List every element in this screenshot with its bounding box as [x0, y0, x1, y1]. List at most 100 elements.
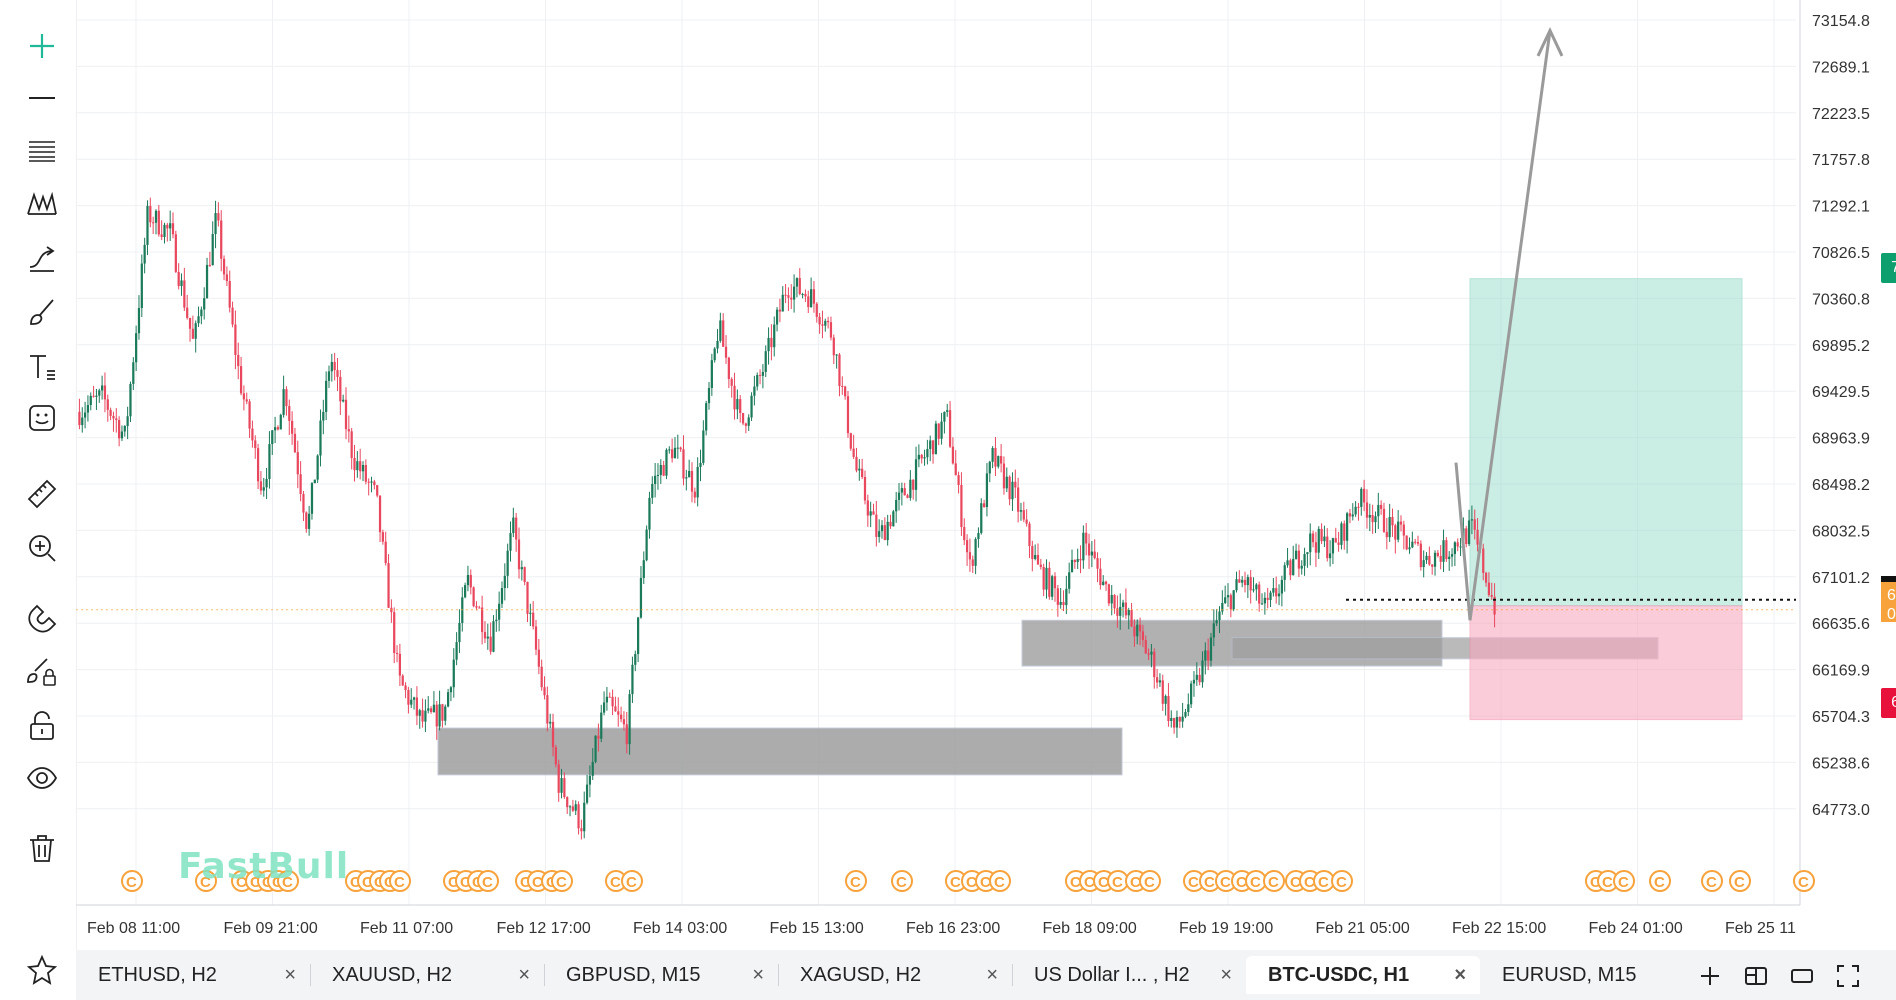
candle-body: [560, 778, 563, 793]
candle-body: [571, 806, 574, 811]
tab-close-button[interactable]: ×: [752, 964, 764, 986]
candle-body: [1184, 711, 1187, 717]
emoji-icon: [29, 405, 55, 431]
candle-body: [254, 440, 257, 449]
candle-body: [339, 376, 342, 402]
fib-tool[interactable]: [18, 128, 66, 172]
candle-body: [1433, 552, 1437, 567]
magnet-tool[interactable]: [18, 596, 66, 640]
candle-body: [730, 379, 733, 386]
candle-body: [591, 761, 594, 776]
candle-body: [237, 354, 240, 367]
tab-close-button[interactable]: ×: [284, 964, 296, 986]
candle-body: [1431, 564, 1434, 567]
text-tool[interactable]: [18, 344, 66, 388]
candle-body: [1110, 594, 1113, 604]
candle-body: [688, 470, 691, 478]
event-marker-glyph: C: [994, 874, 1005, 891]
event-marker-glyph: C: [1798, 874, 1809, 891]
candle-body: [86, 405, 90, 413]
candle-body: [1090, 551, 1093, 556]
candle-body: [1167, 696, 1170, 721]
candle-body: [727, 357, 730, 380]
candle-body: [914, 459, 918, 490]
candle-body: [483, 632, 487, 639]
time-axis-label: Feb 18 09:00: [1043, 920, 1137, 937]
candle-body: [937, 423, 940, 439]
lock-drawing-tool[interactable]: [18, 650, 66, 694]
candle-body: [174, 234, 177, 272]
candle-body: [1351, 514, 1354, 517]
tab-close-button[interactable]: ×: [986, 964, 998, 986]
time-axis-label: Feb 15 13:00: [770, 920, 864, 937]
candle-body: [815, 303, 818, 317]
event-marker-glyph: C: [1706, 874, 1717, 891]
zoom-tool[interactable]: [18, 526, 66, 570]
pattern-tool[interactable]: [18, 182, 66, 226]
candle-body: [387, 563, 390, 608]
window-button[interactable]: [1786, 960, 1818, 992]
tab-xauusd-h2[interactable]: XAUUSD, H2 ×: [310, 956, 544, 994]
candle-body: [1190, 683, 1193, 705]
candle-body: [1121, 602, 1125, 607]
candle-body: [846, 396, 850, 434]
event-marker: [477, 870, 499, 892]
visibility-tool[interactable]: [18, 756, 66, 800]
tab-ethusd-h2[interactable]: ETHUSD, H2 ×: [76, 956, 310, 994]
candle-body: [276, 427, 280, 430]
tab-btc-usdc-h1[interactable]: BTC-USDC, H1 ×: [1246, 956, 1480, 994]
tab-gbpusd-m15[interactable]: GBPUSD, M15 ×: [544, 956, 778, 994]
candle-body: [1465, 528, 1468, 545]
tab-close-button[interactable]: ×: [518, 964, 530, 986]
tab-eurusd-m15[interactable]: EURUSD, M15: [1480, 956, 1680, 994]
candle-body: [1326, 536, 1329, 559]
candle-body: [614, 706, 617, 712]
candle-body: [381, 532, 384, 542]
favorites-button[interactable]: [18, 948, 66, 992]
candle-body: [1348, 513, 1352, 517]
candle-body: [537, 649, 540, 667]
tab-close-button[interactable]: ×: [1454, 964, 1466, 986]
eye-icon: [26, 767, 58, 789]
price-axis-label: 71292.1: [1812, 199, 1870, 216]
price-chart[interactable]: 73154.8 72689.1 72223.5 71757.8 71292.1 70826…: [76, 0, 1896, 940]
candle-body: [466, 574, 470, 586]
tab-close-button[interactable]: ×: [1220, 964, 1232, 986]
trend-line-tool[interactable]: [18, 76, 66, 120]
candle-body: [239, 366, 243, 394]
time-axis-label: Feb 12 17:00: [497, 920, 591, 937]
candle-body: [583, 802, 586, 832]
ruler-tool[interactable]: [18, 472, 66, 516]
candle-body: [1144, 640, 1147, 654]
star-icon: [26, 954, 58, 985]
candle-body: [356, 461, 359, 471]
tab-xagusd-h2[interactable]: XAGUSD, H2 ×: [778, 956, 1012, 994]
event-marker: [891, 870, 913, 892]
brush-tool[interactable]: [18, 290, 66, 334]
delete-tool[interactable]: [18, 826, 66, 870]
candle-body: [1391, 517, 1394, 526]
candle-body: [1039, 564, 1042, 567]
candle-body: [1215, 620, 1218, 624]
crosshair-tool[interactable]: [18, 24, 66, 68]
candle-body: [1073, 559, 1076, 563]
candle-body: [1136, 624, 1139, 637]
emoji-tool[interactable]: [18, 396, 66, 440]
arrow-path-icon: [29, 246, 55, 272]
candle-body: [750, 395, 753, 418]
candle-body: [1286, 560, 1289, 566]
unlock-tool[interactable]: [18, 704, 66, 748]
layout-button[interactable]: [1740, 960, 1772, 992]
candle-body: [685, 477, 688, 479]
fullscreen-button[interactable]: [1832, 960, 1864, 992]
candle-body: [1402, 524, 1405, 536]
add-tab-button[interactable]: [1694, 960, 1726, 992]
projection-tool[interactable]: [18, 236, 66, 280]
price-axis-label: 68498.2: [1812, 477, 1870, 494]
candle-body: [648, 497, 651, 530]
event-marker-glyph: C: [1130, 874, 1141, 891]
chart-area[interactable]: 73154.8 72689.1 72223.5 71757.8 71292.1 70826…: [76, 0, 1896, 940]
tab-us-dollar-i-h2[interactable]: US Dollar I... , H2 ×: [1012, 956, 1246, 994]
price-axis-label: 66635.6: [1812, 616, 1870, 633]
candle-body: [886, 521, 889, 541]
